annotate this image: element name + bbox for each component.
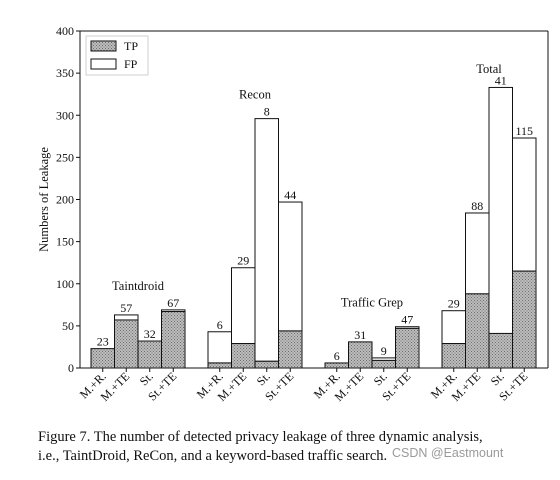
data-label: 41 (495, 73, 507, 87)
data-label: 9 (381, 344, 387, 358)
data-label: 6 (217, 318, 223, 332)
bar-fp (488, 86, 513, 334)
group-label: Recon (239, 88, 272, 102)
data-label: 57 (120, 301, 132, 315)
bar-tp (114, 319, 139, 369)
data-label: 44 (284, 188, 296, 202)
y-tick-label: 100 (56, 277, 74, 291)
y-tick-label: 250 (56, 150, 74, 164)
bar-tp (441, 343, 466, 369)
y-tick-label: 400 (56, 24, 74, 38)
data-label: 6 (334, 349, 340, 363)
data-label: 8 (264, 105, 270, 119)
bar-tp (254, 360, 279, 369)
data-label: 29 (448, 297, 460, 311)
bar-tp (324, 362, 349, 369)
data-label: 31 (354, 328, 366, 342)
legend-swatch-tp (90, 40, 117, 52)
y-tick-label: 50 (62, 319, 74, 333)
y-axis-label: Numbers of Leakage (37, 147, 51, 252)
bar-fp (441, 310, 466, 345)
legend: TP FP (85, 35, 149, 76)
bar-tp (348, 341, 373, 369)
y-tick-label: 300 (56, 108, 74, 122)
figure-caption: Figure 7. The number of detected privacy… (38, 428, 550, 466)
bar-fp (465, 212, 490, 295)
bar-tp (161, 311, 186, 369)
bar-fp (231, 267, 256, 345)
bar-tp (278, 330, 303, 369)
bar-tp (488, 332, 513, 369)
data-label: 32 (144, 327, 156, 341)
y-tick-label: 150 (56, 235, 74, 249)
legend-label-tp: TP (124, 39, 138, 53)
bar-fp (278, 201, 303, 332)
caption-line-1: Figure 7. The number of detected privacy… (38, 429, 483, 445)
bar-tp (137, 340, 162, 369)
bar-tp (231, 343, 256, 369)
bar-tp (371, 359, 396, 369)
y-tick-label: 350 (56, 66, 74, 80)
bar-fp (207, 331, 232, 364)
data-label: 67 (167, 296, 179, 310)
bar-tp (207, 362, 232, 369)
watermark: CSDN @Eastmount (390, 446, 506, 460)
data-label: 23 (97, 335, 109, 349)
caption-line-2: i.e., TaintDroid, ReCon, and a keyword-b… (38, 448, 388, 464)
y-tick-label: 0 (68, 361, 74, 375)
bar-fp (114, 314, 139, 321)
group-label: Taintdroid (112, 279, 165, 293)
data-label: 47 (401, 313, 413, 327)
bar-tp (395, 327, 420, 369)
group-label: Total (476, 62, 502, 76)
bar-tp (512, 270, 537, 369)
bar-fp (254, 118, 279, 362)
legend-label-fp: FP (124, 57, 138, 71)
bar-fp (512, 137, 537, 272)
group-label: Traffic Grep (341, 296, 403, 310)
y-tick-label: 200 (56, 193, 74, 207)
data-label: 29 (237, 254, 249, 268)
legend-swatch-fp (90, 58, 117, 70)
data-label: 88 (471, 199, 483, 213)
bar-tp (465, 293, 490, 369)
data-label: 115 (515, 124, 533, 138)
bar-tp (90, 348, 115, 369)
